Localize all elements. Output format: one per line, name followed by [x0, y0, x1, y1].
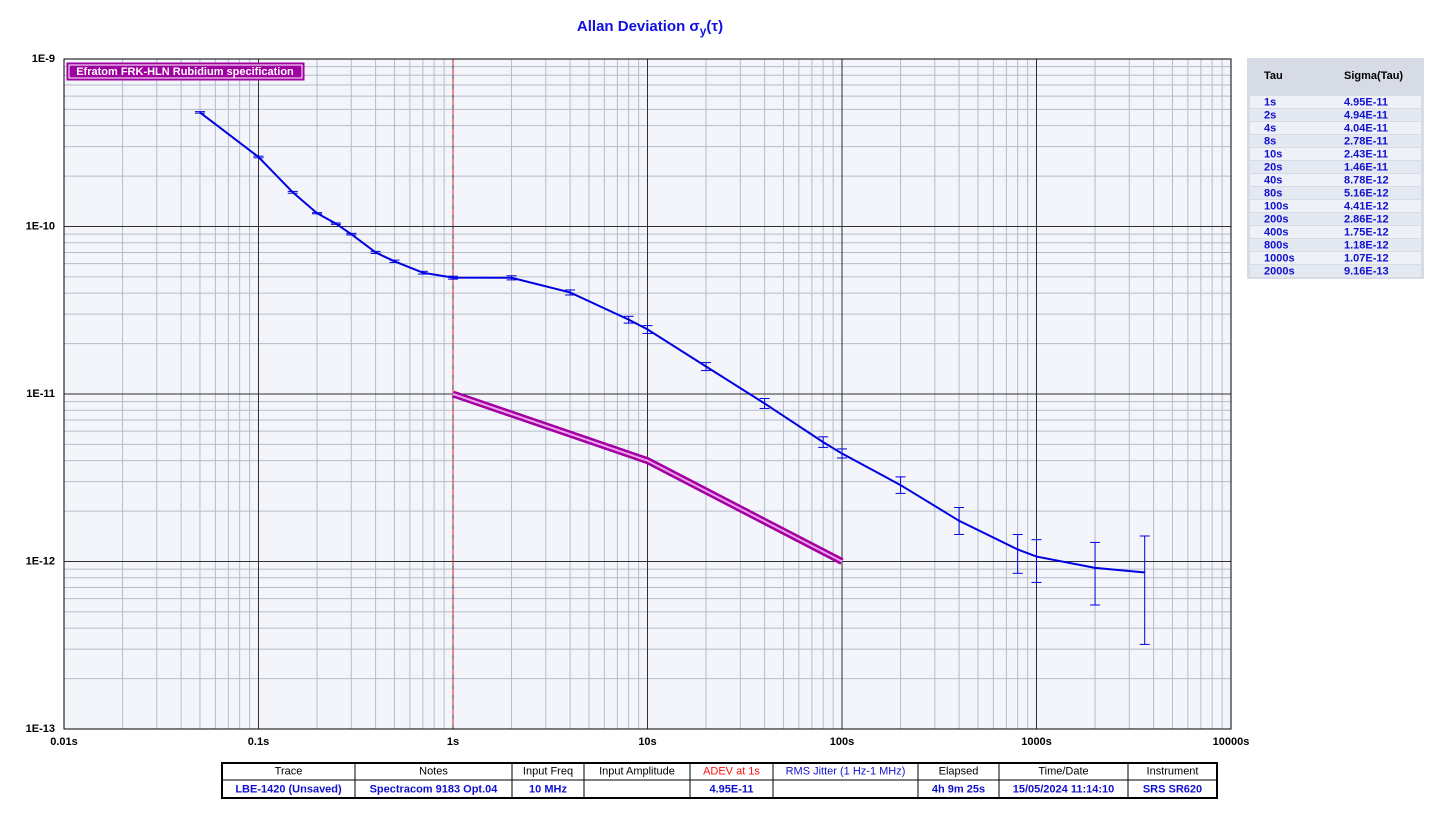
spec-band-inner — [452, 393, 843, 563]
legend-box-inner — [68, 64, 303, 79]
table-cell: 1.46E-11 — [1344, 161, 1388, 173]
table-row — [1250, 174, 1421, 186]
column-header: Tau — [1264, 70, 1283, 82]
table-row — [1250, 226, 1421, 238]
table-cell: 4.95E-11 — [709, 783, 753, 795]
y-tick-label: 1E-10 — [26, 220, 55, 232]
table-cell: 1.07E-12 — [1344, 252, 1389, 264]
table-cell: 1000s — [1264, 252, 1295, 264]
table-cell: 2000s — [1264, 265, 1295, 277]
column-header: Sigma(Tau) — [1344, 70, 1403, 82]
table-cell: 20s — [1264, 161, 1282, 173]
y-tick-label: 1E-11 — [26, 388, 55, 400]
column-header: Instrument — [1147, 765, 1199, 777]
table-cell: 10 MHz — [529, 783, 567, 795]
table-cell: 2.78E-11 — [1344, 135, 1388, 147]
table-cell: 1.18E-12 — [1344, 239, 1389, 251]
column-header: Input Amplitude — [599, 765, 675, 777]
column-header: Notes — [419, 765, 448, 777]
table-row — [1250, 161, 1421, 173]
table-cell: 4s — [1264, 122, 1276, 134]
x-tick-label: 10000s — [1213, 736, 1250, 748]
plot-frame — [63, 58, 1232, 730]
x-tick-label: 10s — [638, 736, 656, 748]
table-cell: 800s — [1264, 239, 1288, 251]
table-row — [1250, 109, 1421, 121]
table-cell: 15/05/2024 11:14:10 — [1013, 783, 1115, 795]
table-row — [1250, 265, 1421, 277]
table-cell: 2s — [1264, 109, 1276, 121]
trace-line — [199, 111, 1145, 574]
table-cell: 8s — [1264, 135, 1276, 147]
column-header: Input Freq — [523, 765, 573, 777]
column-header: Time/Date — [1038, 765, 1088, 777]
table-cell: 100s — [1264, 200, 1288, 212]
table-cell: 4.94E-11 — [1344, 109, 1388, 121]
table-row — [1250, 187, 1421, 199]
column-header: Trace — [275, 765, 303, 777]
table-row — [1250, 148, 1421, 160]
tau-table: Tau Sigma(Tau) 1s 4.95E-11 2s 4.94E-11 4s 4.04E… — [1247, 58, 1424, 279]
table-cell: 8.78E-12 — [1344, 174, 1389, 186]
table-row — [1250, 135, 1421, 147]
table-cell: 80s — [1264, 187, 1282, 199]
column-header: RMS Jitter (1 Hz-1 MHz) — [786, 765, 906, 777]
y-tick-label: 1E-9 — [32, 53, 55, 65]
legend-label: Efratom FRK-HLN Rubidium specification — [76, 66, 294, 78]
x-tick-label: 0.1s — [248, 736, 269, 748]
x-tick-label: 0.01s — [50, 736, 78, 748]
info-table: Trace LBE-1420 (Unsaved) Notes Spectracom 9… — [221, 762, 1218, 799]
chart-title: Allan Deviation σy(τ) — [577, 18, 723, 38]
table-cell: 1.75E-12 — [1344, 226, 1389, 238]
y-tick-label: 1E-12 — [26, 555, 55, 567]
table-row — [1250, 122, 1421, 134]
table-cell: 400s — [1264, 226, 1288, 238]
table-row — [1250, 239, 1421, 251]
table-cell: 4.95E-11 — [1344, 96, 1388, 108]
table-cell: 9.16E-13 — [1344, 265, 1389, 277]
marks — [194, 59, 1150, 729]
table-row — [1250, 96, 1421, 108]
table-cell: 4h 9m 25s — [932, 783, 985, 795]
y-tick-label: 1E-13 — [26, 723, 55, 735]
column-header: ADEV at 1s — [703, 765, 760, 777]
table-cell: 200s — [1264, 213, 1288, 225]
table-cell: 2.86E-12 — [1344, 213, 1389, 225]
table-cell: Spectracom 9183 Opt.04 — [370, 783, 499, 795]
table-row — [1250, 200, 1421, 212]
x-tick-label: 1s — [447, 736, 459, 748]
legend-box — [66, 62, 305, 81]
x-tick-label: 100s — [830, 736, 854, 748]
table-cell: SRS SR620 — [1143, 783, 1202, 795]
table-cell: 10s — [1264, 148, 1282, 160]
table-cell: 2.43E-11 — [1344, 148, 1388, 160]
x-tick-label: 1000s — [1021, 736, 1052, 748]
table-cell: 4.41E-12 — [1344, 200, 1389, 212]
table-cell: 5.16E-12 — [1344, 187, 1389, 199]
table-cell: LBE-1420 (Unsaved) — [235, 783, 342, 795]
table-row — [1250, 252, 1421, 264]
column-header: Elapsed — [939, 765, 979, 777]
table-row — [1250, 213, 1421, 225]
table-cell: 40s — [1264, 174, 1282, 186]
table-cell: 1s — [1264, 96, 1276, 108]
table-cell: 4.04E-11 — [1344, 122, 1388, 134]
